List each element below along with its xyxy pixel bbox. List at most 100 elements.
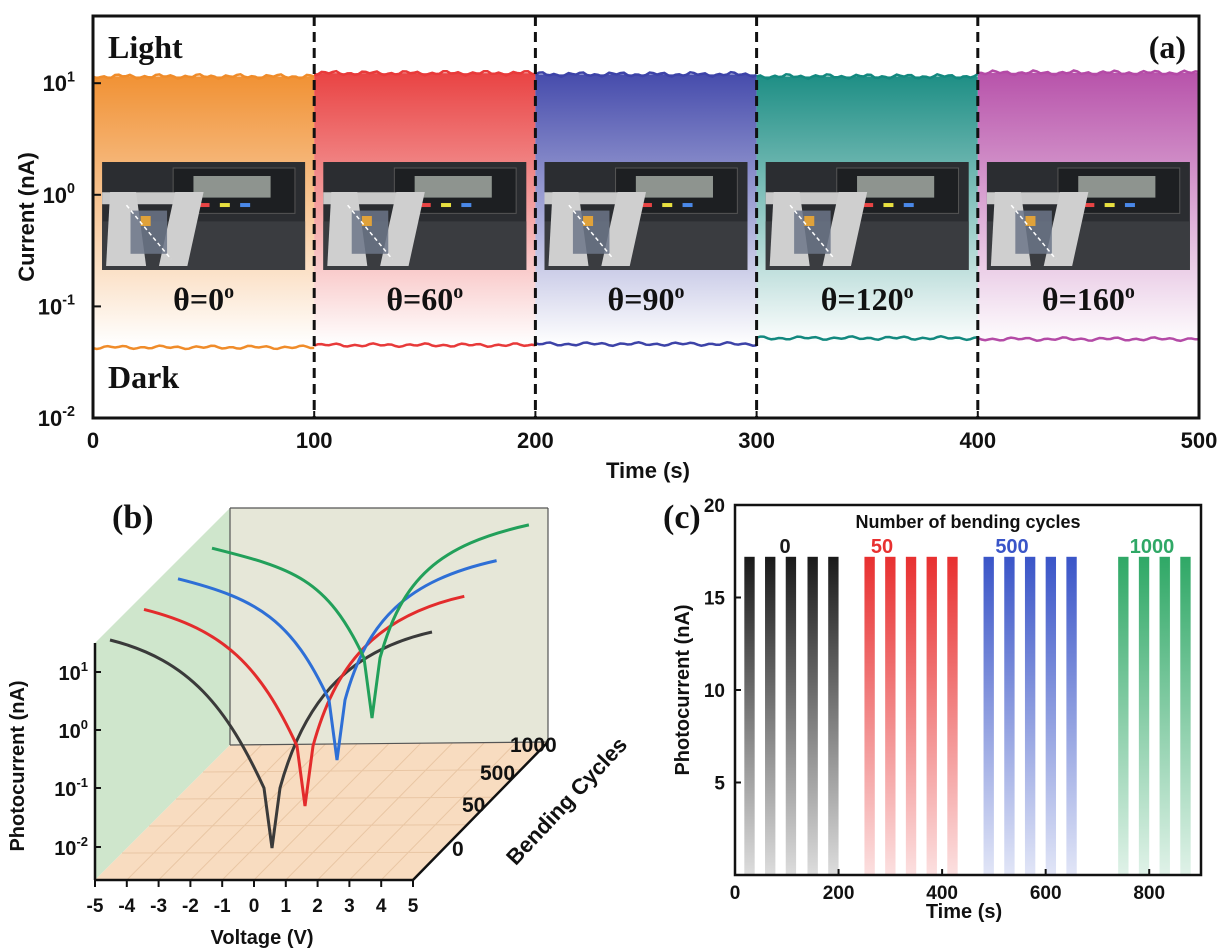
panel-c-title: Number of bending cycles [855,512,1080,532]
dark-label: Dark [108,359,179,395]
panel-b-label: (b) [112,499,154,536]
pulse-0-2 [785,556,797,875]
light-trace-2 [534,70,758,79]
a-xtick-1: 100 [296,428,333,453]
pulse-500-1 [1004,556,1015,875]
angle-label-3: θ=120o [821,281,914,317]
photo-inset-4 [986,162,1190,270]
b-ytick-2: 10-1 [54,775,88,801]
c-series-label-50: 50 [871,536,893,558]
pulse-1000-3 [1180,556,1191,875]
panel-a: θ=0o θ=60o θ=90o θ=120o θ=160o 0 100 200 300 400… [14,14,1218,483]
b-xtick-3: -2 [182,896,199,917]
photo-inset-3 [765,162,969,270]
a-ytick-1: 100 [43,181,75,208]
panel-c-ylabel: Photocurrent (nA) [672,604,694,775]
c-ytick-2: 15 [704,589,726,610]
c-ytick-3: 20 [704,496,725,517]
panel-a-ylabel: Current (nA) [14,152,39,282]
b-ytick-1: 100 [59,717,88,743]
light-trace-3 [756,72,979,81]
angle-label-0: θ=0o [173,281,234,317]
pulse-50-0 [864,556,875,875]
b-ztick-1: 50 [462,794,485,817]
c-series-label-0: 0 [779,536,790,558]
a-xtick-3: 300 [738,428,775,453]
c-ytick-0: 5 [714,774,725,795]
pulse-0-3 [807,556,818,875]
b-curve-1000 [211,523,530,719]
c-xtick-1: 200 [823,883,855,904]
dark-trace-2 [535,341,757,348]
a-ytick-3: 10-2 [38,404,75,431]
pulse-50-1 [885,556,896,875]
b-ytick-3: 10-2 [54,834,88,860]
angle-label-1: θ=60o [386,281,463,317]
floor [95,742,548,880]
pulse-50-3 [926,556,937,875]
a-ytick-0: 101 [43,69,75,96]
b-xtick-6: 1 [281,896,292,917]
c-xtick-0: 0 [730,883,741,904]
panel-c: 0 200 400 600 800 5 10 15 20 Number of bending c… [663,496,1203,923]
pulse-500-2 [1024,556,1036,875]
pulse-0-1 [765,556,776,875]
a-xtick-0: 0 [87,428,99,453]
b-xtick-2: -3 [150,896,167,917]
left-wall [95,508,230,880]
photo-inset-0 [102,162,306,270]
c-xtick-3: 600 [1030,883,1062,904]
c-series-label-1000: 1000 [1130,536,1175,558]
panel-a-frame [91,14,1201,420]
a-xtick-4: 400 [959,428,996,453]
b-xtick-8: 3 [344,896,355,917]
pulse-0-0 [744,556,755,875]
panel-c-label: (c) [663,499,701,536]
angle-label-4: θ=160o [1042,281,1135,317]
c-ytick-1: 10 [704,681,725,702]
photo-inset-2 [544,162,748,270]
b-ztick-0: 0 [452,838,464,861]
a-ytick-2: 10-1 [38,292,75,319]
pulse-500-3 [1045,556,1057,875]
photo-inset-1 [323,162,527,270]
b-xtick-7: 2 [312,896,323,917]
b-xtick-1: -4 [118,896,135,917]
dark-trace-4 [977,336,1200,343]
b-xtick-5: 0 [249,896,260,917]
light-trace-4 [977,69,1200,77]
pulse-500-4 [1066,556,1077,875]
pulse-50-2 [905,556,917,875]
pulse-500-0 [983,556,994,875]
dark-trace-1 [313,342,536,349]
a-xtick-2: 200 [517,428,554,453]
c-xtick-2: 400 [926,883,958,904]
pulse-0-4 [828,556,839,875]
panel-a-label: (a) [1149,29,1186,65]
a-xtick-5: 500 [1181,428,1218,453]
b-xtick-0: -5 [87,896,104,917]
pulse-1000-1 [1138,556,1150,875]
b-ztick-3: 1000 [510,734,557,757]
angle-label-2: θ=90o [608,281,685,317]
light-label: Light [108,29,183,65]
panel-c-xlabel: Time (s) [926,901,1002,923]
b-xtick-9: 4 [376,896,387,917]
panel-c-frame [733,503,1203,877]
c-xtick-4: 800 [1133,883,1165,904]
b-ytick-0: 101 [59,659,88,685]
panel-a-xlabel: Time (s) [606,458,690,483]
dark-trace-3 [756,335,978,342]
pulse-50-4 [947,556,958,875]
b-xtick-4: -1 [214,896,231,917]
light-trace-1 [313,69,536,77]
b-ztick-2: 500 [480,762,515,785]
panel-b-xlabel: Voltage (V) [211,927,314,949]
pulse-1000-2 [1159,556,1170,875]
light-trace-0 [92,72,315,81]
b-curve-500 [177,559,497,761]
panel-b-ylabel: Photocurrent (nA) [7,680,29,851]
b-xtick-10: 5 [408,896,419,917]
